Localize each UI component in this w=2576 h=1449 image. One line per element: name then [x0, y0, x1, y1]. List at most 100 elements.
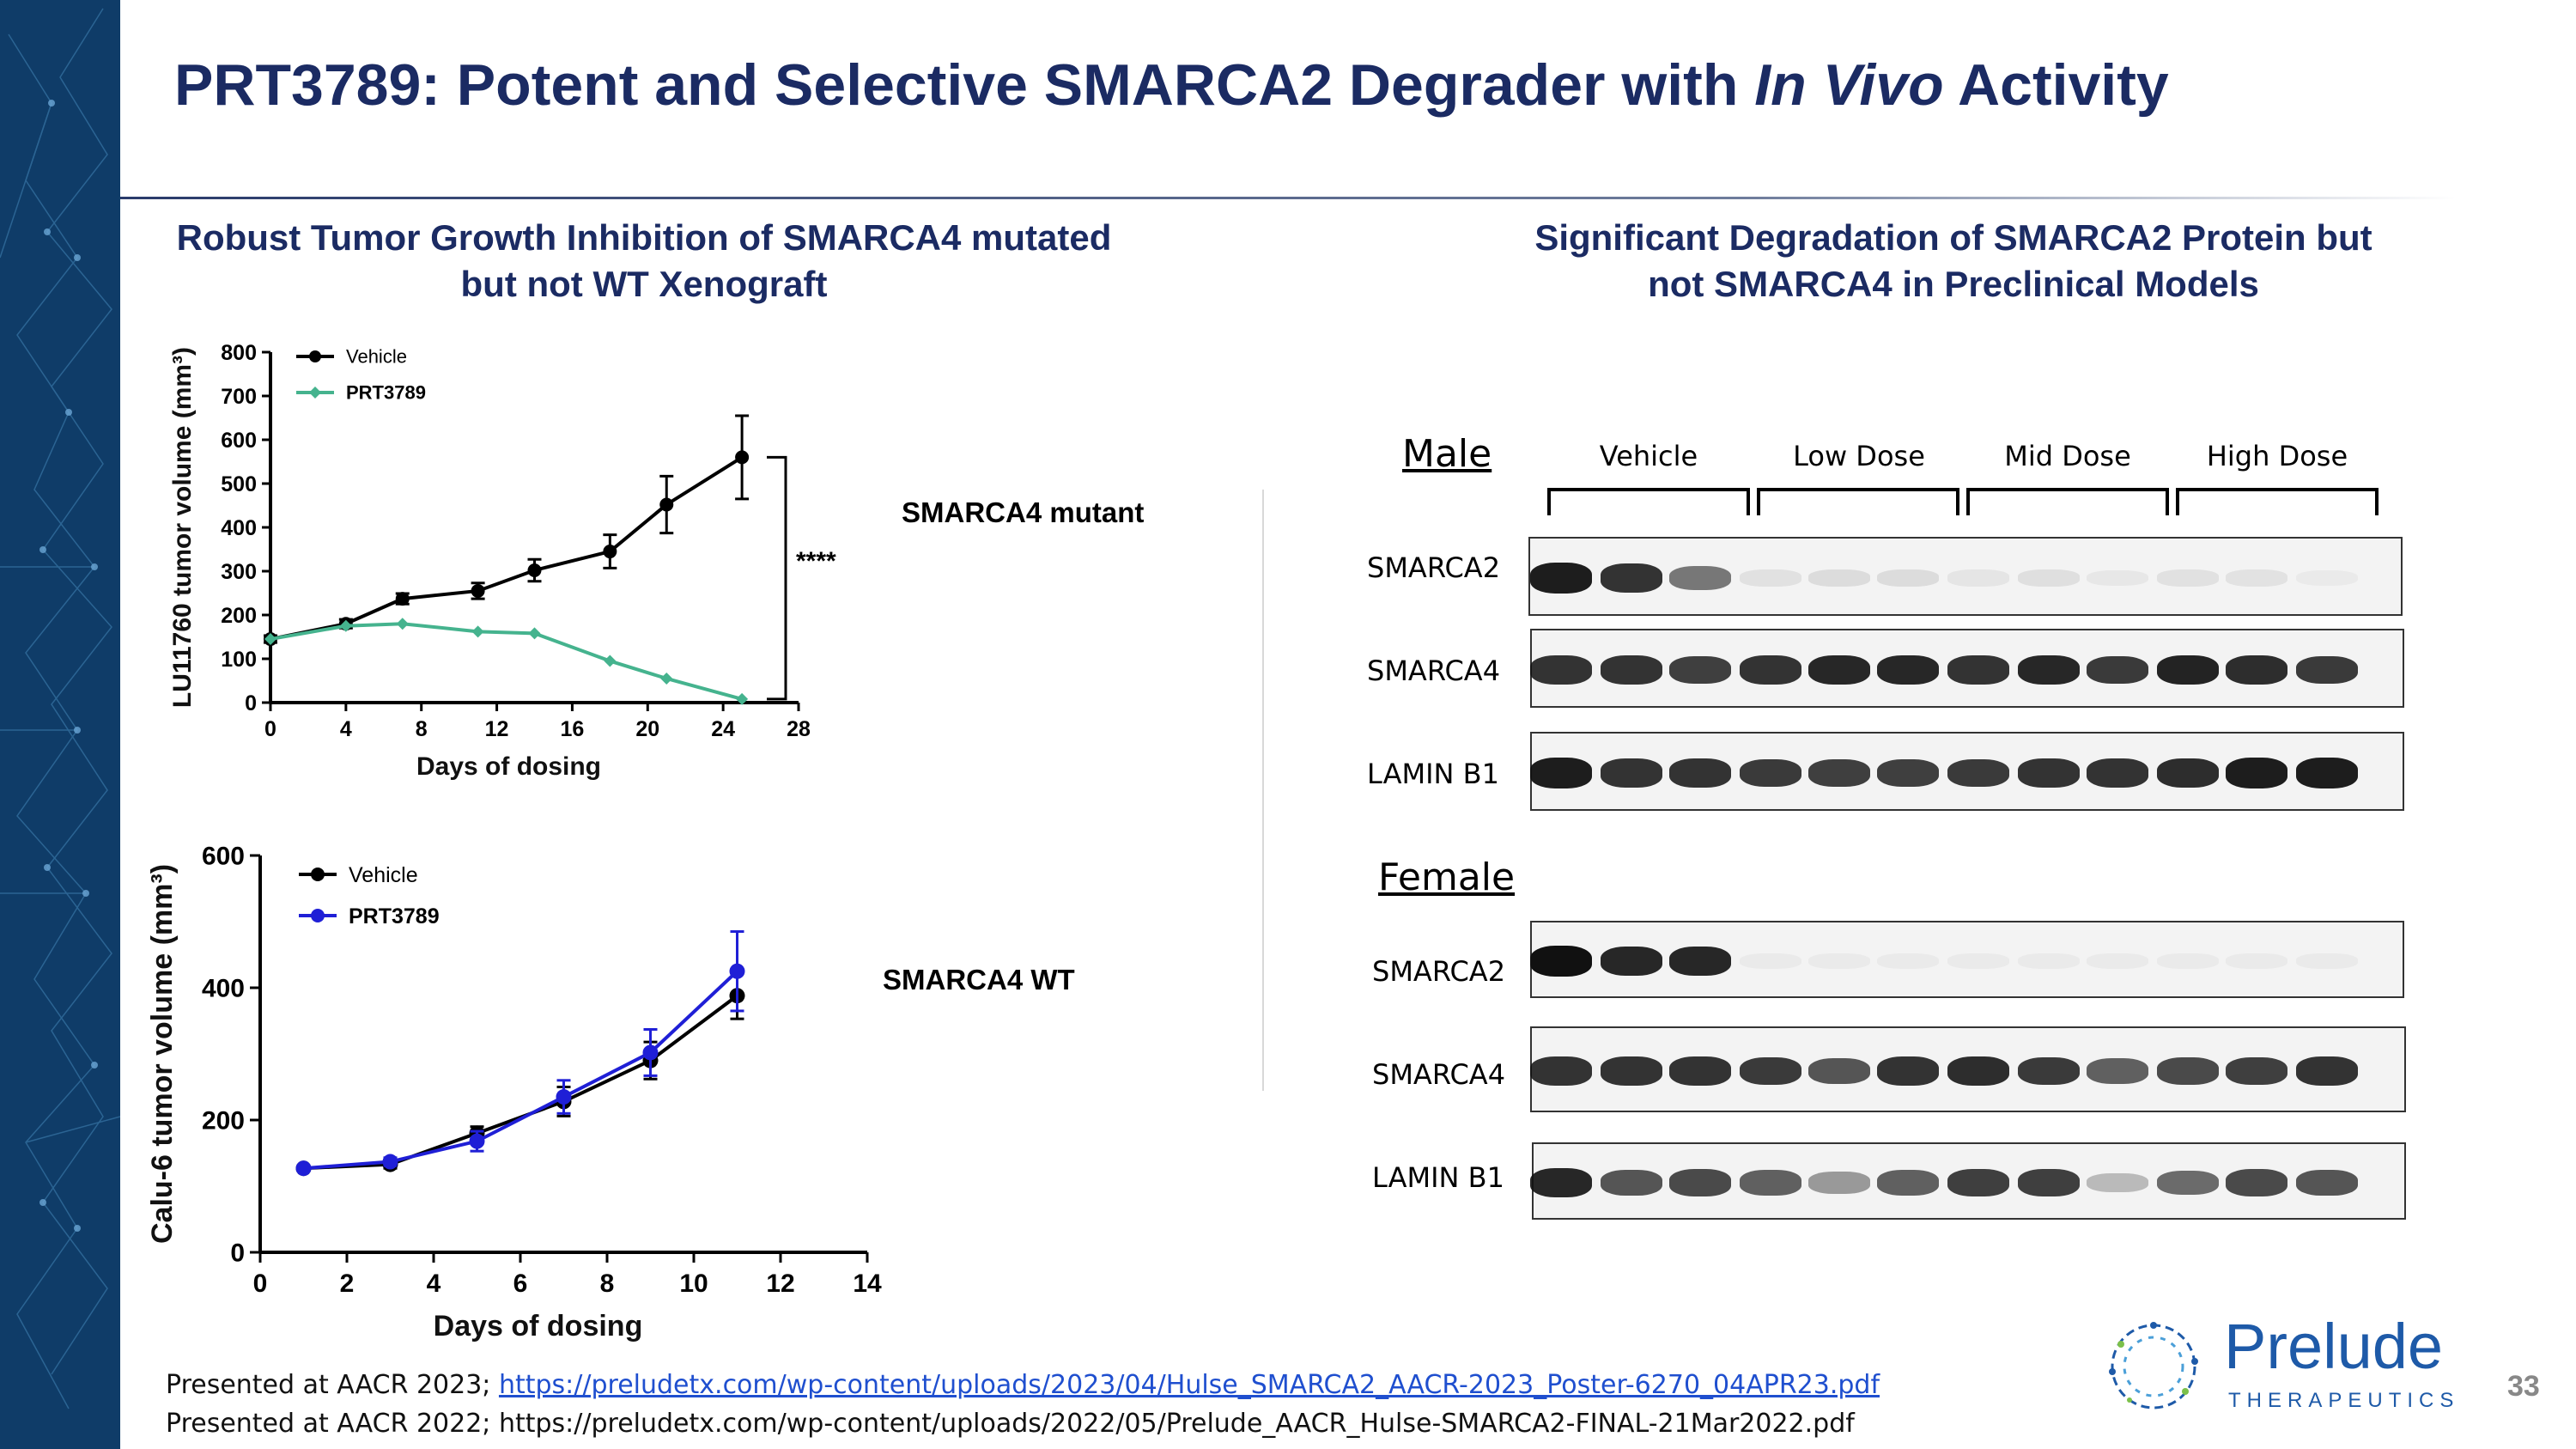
data-point-prt3789: [642, 1044, 659, 1061]
blot-band: [1808, 1057, 1870, 1085]
dna-ring-icon: [2109, 1322, 2198, 1409]
blot-band: [2018, 654, 2080, 685]
blot-band: [1947, 1168, 2009, 1197]
y-tick-label: 200: [202, 1107, 245, 1135]
right-section-heading: Significant Degradation of SMARCA2 Prote…: [1460, 215, 2447, 307]
footnote-2023-link[interactable]: https://preludetx.com/wp-content/uploads…: [498, 1370, 1880, 1400]
blot-band: [2296, 569, 2358, 587]
blot-male-smarca2: [1528, 537, 2403, 616]
y-tick-label: 200: [221, 604, 257, 628]
data-point-prt3789: [736, 692, 749, 705]
x-tick-label: 2: [340, 1269, 355, 1298]
blot-band: [2018, 1056, 2080, 1086]
y-tick-label: 400: [202, 975, 245, 1003]
logo-subtitle: THERAPEUTICS: [2228, 1389, 2460, 1412]
blot-band: [2226, 655, 2287, 685]
blot-band: [1877, 569, 1939, 587]
prelude-logo: Prelude THERAPEUTICS: [2095, 1310, 2456, 1422]
section-divider: [1262, 490, 1264, 1091]
blot-band: [1947, 569, 2009, 587]
blot-band: [2296, 655, 2358, 685]
blot-band: [1808, 654, 1870, 685]
blot-band: [2087, 569, 2148, 587]
blot-band: [1877, 953, 1939, 970]
blot-band: [1740, 1170, 1801, 1196]
dose-label-low: Low Dose: [1793, 440, 1925, 472]
blot-band: [1947, 1056, 2009, 1086]
significance-stars: ****: [796, 547, 836, 575]
blot-band: [1947, 953, 2009, 970]
data-point-prt3789: [556, 1089, 572, 1105]
x-tick-label: 8: [416, 717, 428, 741]
y-axis-label: Calu-6 tumor volume (mm³): [146, 864, 179, 1244]
blot-band: [1530, 655, 1592, 685]
blot-female-smarca2: [1530, 921, 2404, 998]
blot-band: [2296, 758, 2358, 788]
data-point-prt3789: [729, 963, 745, 979]
series-line-prt3789: [270, 622, 743, 701]
x-tick-label: 0: [253, 1269, 268, 1298]
x-axis-label: Days of dosing: [416, 752, 601, 781]
right-heading-line1: Significant Degradation of SMARCA2 Prote…: [1534, 217, 2372, 258]
legend-marker: [309, 350, 321, 362]
blot-female-smarca4: [1530, 1026, 2406, 1112]
blot-band: [1808, 569, 1870, 587]
x-tick-label: 12: [766, 1269, 794, 1298]
blot-band: [2226, 1169, 2287, 1196]
blot-band: [1947, 655, 2009, 685]
data-point-vehicle: [735, 450, 750, 465]
blot-band: [1740, 758, 1801, 788]
left-heading-line1: Robust Tumor Growth Inhibition of SMARCA…: [176, 217, 1112, 258]
x-tick-label: 20: [635, 717, 659, 741]
data-point-prt3789: [396, 618, 409, 630]
blot-band: [1669, 1056, 1731, 1086]
data-point-prt3789: [528, 627, 541, 640]
data-point-vehicle: [603, 545, 617, 559]
female-protein-smarca4: SMARCA4: [1372, 1058, 1506, 1091]
blot-band: [2087, 1058, 2148, 1084]
blot-band: [1669, 566, 1731, 590]
blot-band: [1601, 655, 1662, 685]
right-heading-line2: not SMARCA4 in Preclinical Models: [1648, 264, 2259, 304]
data-point-vehicle: [395, 592, 410, 606]
data-point-prt3789: [382, 1154, 398, 1170]
blot-band: [1530, 758, 1592, 788]
dose-label-high: High Dose: [2206, 440, 2348, 472]
blot-band: [1601, 563, 1662, 593]
dose-brackets: [1547, 488, 2379, 515]
blot-band: [1740, 569, 1801, 587]
legend-marker: [311, 909, 325, 922]
blot-band: [2157, 569, 2219, 587]
y-tick-label: 400: [221, 516, 257, 540]
blot-band: [1740, 953, 1801, 970]
male-protein-smarca4: SMARCA4: [1367, 654, 1501, 687]
x-tick-label: 10: [679, 1269, 708, 1298]
y-tick-label: 700: [221, 385, 257, 409]
data-point-vehicle: [527, 563, 542, 577]
male-protein-laminb1: LAMIN B1: [1367, 758, 1499, 790]
x-tick-label: 0: [264, 717, 276, 741]
tumor-volume-charts: 0 4 8 12 16 20 24 280100200300400500600700800Da…: [146, 341, 882, 1342]
legend-marker: [311, 868, 325, 881]
blot-band: [1601, 758, 1662, 788]
x-tick-label: 28: [787, 717, 811, 741]
blot-band: [1669, 655, 1731, 685]
legend-label: PRT3789: [349, 904, 440, 928]
legend-marker: [309, 387, 321, 399]
x-tick-label: 8: [600, 1269, 615, 1298]
blot-band: [2018, 1168, 2080, 1197]
blot-band: [2087, 655, 2148, 685]
group-label-wt: SMARCA4 WT: [883, 964, 1075, 995]
blot-band: [2296, 1169, 2358, 1196]
y-tick-label: 800: [221, 341, 257, 365]
left-heading-line2: but not WT Xenograft: [460, 264, 828, 304]
y-tick-label: 600: [221, 429, 257, 453]
x-tick-label: 24: [711, 717, 735, 741]
legend-label: Vehicle: [346, 346, 407, 368]
blot-band: [1530, 563, 1592, 594]
footnote-aacr-2023: Presented at AACR 2023; https://preludet…: [166, 1370, 1880, 1400]
dose-label-vehicle: Vehicle: [1599, 440, 1698, 472]
blot-band: [2157, 758, 2219, 788]
blot-band: [2087, 1172, 2148, 1193]
data-point-prt3789: [264, 633, 276, 646]
